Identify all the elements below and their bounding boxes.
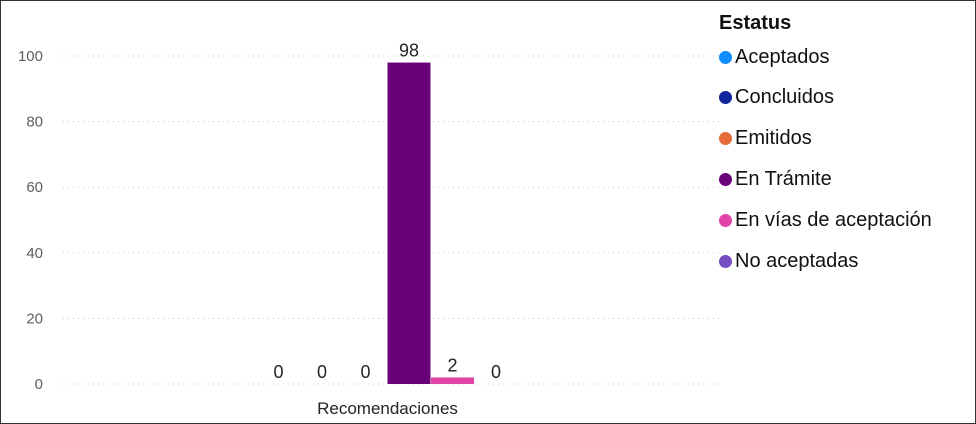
legend-label: Concluidos <box>735 86 834 108</box>
legend-label: En vías de aceptación <box>735 209 932 231</box>
bar <box>431 377 474 384</box>
legend-label: En Trámite <box>735 168 832 190</box>
legend-marker-icon <box>719 214 732 227</box>
data-label: 0 <box>360 362 370 382</box>
legend-marker-icon <box>719 255 732 268</box>
legend-label: Emitidos <box>735 127 812 149</box>
legend-item[interactable]: Concluidos <box>719 77 932 118</box>
y-tick-label: 80 <box>26 114 43 131</box>
data-label: 98 <box>399 41 419 61</box>
data-label: 0 <box>317 362 327 382</box>
data-label: 2 <box>447 355 457 375</box>
legend-item[interactable]: Aceptados <box>719 37 932 77</box>
bar <box>387 62 431 385</box>
data-label: 0 <box>273 362 283 382</box>
legend-item[interactable]: En vías de aceptación <box>719 200 932 241</box>
legend-marker-icon <box>719 91 732 104</box>
legend-item[interactable]: En Trámite <box>719 159 932 200</box>
y-tick-label: 40 <box>26 245 43 262</box>
y-tick-label: 100 <box>18 48 43 65</box>
y-tick-label: 60 <box>26 179 43 196</box>
legend-marker-icon <box>719 50 732 64</box>
x-category-label: Recomendaciones <box>317 399 458 418</box>
y-tick-label: 0 <box>35 376 43 393</box>
legend: Estatus Aceptados Concluidos Emitidos En Tr… <box>719 11 932 282</box>
legend-item[interactable]: No aceptadas <box>719 241 932 282</box>
legend-title: Estatus <box>719 12 792 34</box>
y-tick-label: 20 <box>26 310 43 327</box>
legend-item[interactable]: Emitidos <box>719 118 932 159</box>
legend-label: Aceptados <box>735 45 830 68</box>
legend-marker-icon <box>719 132 732 145</box>
legend-marker-icon <box>719 173 732 186</box>
data-label: 0 <box>491 362 501 382</box>
legend-label: No aceptadas <box>735 250 859 272</box>
